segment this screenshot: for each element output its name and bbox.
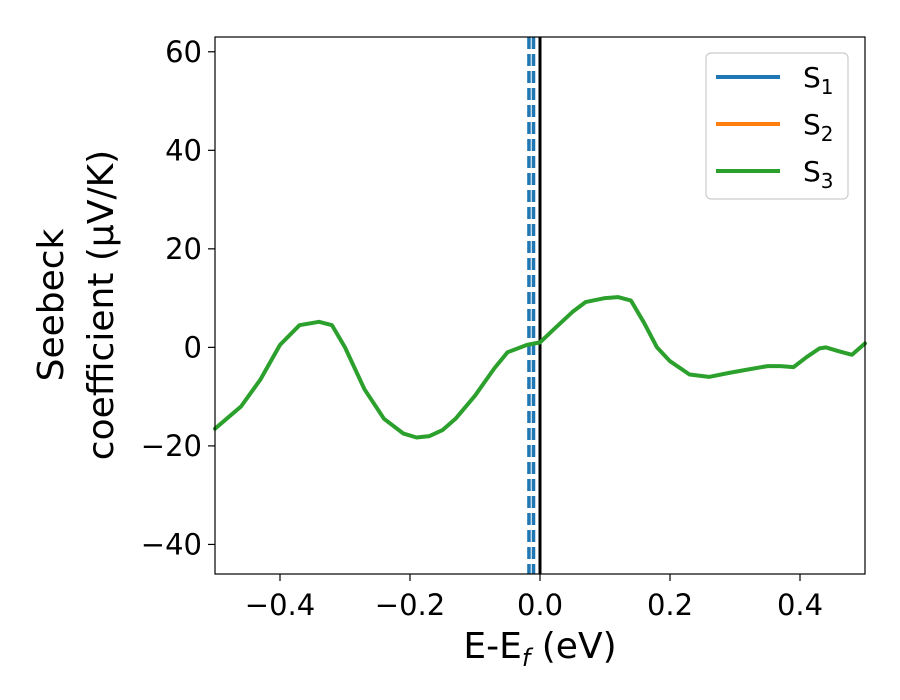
y-tick-label: 60 (165, 35, 202, 69)
x-axis-label-main: E-E (463, 626, 521, 667)
y-tick-label: 40 (165, 133, 202, 167)
legend-label-s3: S3 (803, 155, 834, 193)
x-tick-label: −0.4 (245, 588, 315, 622)
x-tick-label: 0.2 (647, 588, 693, 622)
plot-area (213, 37, 867, 574)
x-tick-label: 0.4 (777, 588, 823, 622)
x-axis: −0.4 −0.2 0.0 0.2 0.4 (245, 574, 823, 622)
y-tick-label: −20 (141, 429, 202, 463)
series-line-s3 (213, 295, 867, 440)
y-axis-label-line2: coefficient (μV/K) (81, 150, 122, 460)
x-tick-label: −0.2 (375, 588, 445, 622)
axes-frame (214, 36, 866, 575)
y-tick-label: −40 (141, 527, 202, 561)
x-tick-label: 0.0 (517, 588, 563, 622)
y-axis-label: Seebeck coefficient (μV/K) (31, 150, 122, 460)
x-axis-label-unit: (eV) (530, 626, 616, 667)
y-tick-label: 20 (165, 232, 202, 266)
legend-label-s2: S2 (803, 108, 834, 146)
y-axis-label-line1: Seebeck (31, 228, 72, 381)
legend-label-s1: S1 (803, 61, 834, 99)
y-tick-label: 0 (184, 330, 202, 364)
x-axis-label: E-Ef (eV) (463, 626, 616, 672)
legend: S1 S2 S3 (705, 52, 849, 200)
y-axis: −40 −20 0 20 40 60 (141, 35, 215, 561)
